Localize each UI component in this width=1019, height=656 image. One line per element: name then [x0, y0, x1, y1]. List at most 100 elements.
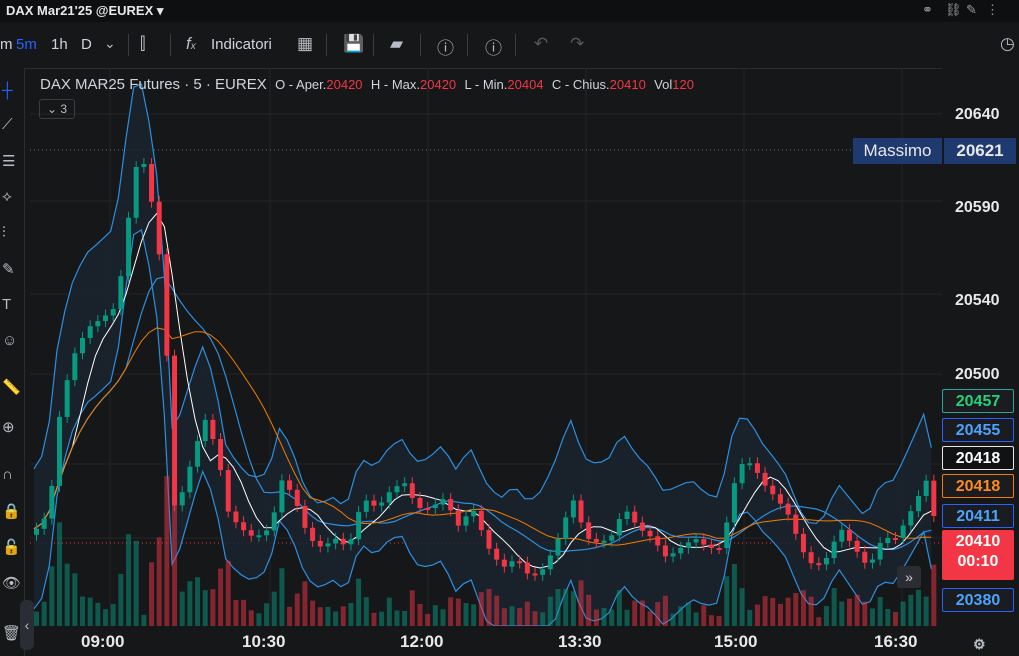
cursor-icon[interactable]: ┼ — [2, 82, 13, 99]
volume-bar — [869, 608, 875, 626]
layouts-icon[interactable]: ▦ — [297, 34, 314, 53]
indicators-button[interactable]: Indicatori — [211, 36, 272, 53]
text-icon[interactable]: T — [2, 296, 12, 313]
save-icon[interactable]: 💾 — [343, 34, 365, 53]
volume-bar — [471, 604, 477, 626]
volume-bar — [110, 604, 116, 626]
time-tick: 15:00 — [714, 632, 758, 651]
volume-bar — [662, 595, 668, 626]
candle — [264, 530, 270, 536]
lock-icon[interactable]: 🔒 — [2, 503, 21, 520]
volume-bar — [187, 581, 193, 626]
volume-bar — [655, 602, 661, 626]
lock-drawings-icon[interactable]: 🔓 — [2, 539, 21, 556]
legend-collapse-button[interactable]: ⌄ 3 — [39, 99, 75, 119]
volume-bar — [80, 596, 86, 626]
pin-icon[interactable]: ✎ — [966, 2, 977, 17]
interval-d[interactable]: D — [81, 36, 92, 53]
volume-bar — [202, 590, 208, 626]
volume-bar — [141, 614, 147, 626]
volume-bar — [57, 522, 63, 626]
time-axis[interactable] — [30, 626, 942, 656]
volume-bar — [892, 612, 898, 626]
undo-icon[interactable]: ↶ — [534, 34, 549, 53]
trash-icon[interactable]: 🗑 — [2, 625, 22, 642]
volume-bar — [440, 609, 446, 626]
candle — [785, 503, 791, 515]
volume-bar — [578, 580, 584, 626]
fib-icon[interactable]: ☰ — [2, 153, 16, 170]
symbol-label[interactable]: DAX MAR25 Futures · 5 · EUREX — [40, 76, 267, 93]
channel-icon[interactable]: ⫶ — [2, 224, 6, 241]
volume-bar — [900, 601, 906, 626]
candle — [678, 547, 684, 554]
volume-bar — [524, 601, 530, 626]
candle — [586, 522, 592, 539]
trendline-icon[interactable]: ⟋ — [2, 116, 13, 133]
folder-icon[interactable]: ▰ — [390, 34, 404, 53]
magnet-icon[interactable]: ∩ — [2, 466, 13, 483]
volume-bar — [839, 601, 845, 626]
price-line-label: 20457 — [942, 389, 1014, 413]
volume-bar — [455, 598, 461, 626]
snapshot-icon[interactable]: ◷ — [1000, 34, 1015, 53]
volume-bar — [41, 601, 47, 626]
settings-icon[interactable]: ⚙ — [973, 636, 986, 652]
candle — [862, 551, 868, 563]
window-title[interactable]: DAX Mar21'25 @EUREX ▾ — [6, 3, 164, 18]
bar-countdown: 00:10 — [957, 553, 999, 570]
volume-bar — [348, 602, 354, 626]
brush-icon[interactable]: ✎ — [2, 261, 15, 278]
volume-bar — [517, 608, 523, 626]
help-icon[interactable]: ⓘ — [437, 39, 454, 58]
volume-bar — [593, 609, 599, 626]
volume-bar — [248, 610, 254, 626]
volume-bar — [931, 564, 937, 626]
candle — [340, 538, 346, 545]
high-marker-label: Massimo — [853, 138, 942, 164]
candle — [425, 508, 431, 510]
candle — [662, 545, 668, 557]
redo-icon[interactable]: ↷ — [570, 34, 585, 53]
volume-bar — [501, 608, 507, 626]
volume-bar — [103, 609, 109, 626]
volume-bar — [609, 609, 615, 626]
link-icon[interactable]: ⚭ — [922, 2, 933, 17]
visibility-icon[interactable]: 👁 — [2, 575, 22, 592]
volume-bar — [164, 476, 170, 626]
candle — [87, 326, 93, 338]
fx-icon[interactable]: fx — [186, 34, 196, 53]
candle — [854, 540, 860, 552]
candle — [524, 562, 530, 574]
candle — [478, 510, 484, 531]
volume-bar — [233, 600, 239, 626]
info-icon[interactable]: ⓘ — [485, 39, 502, 58]
open-label: O - Aper. — [275, 77, 327, 92]
candles-icon[interactable]: ⫿ — [140, 34, 146, 53]
hide-toolbar-button[interactable]: ‹ — [20, 600, 34, 650]
interval-5m[interactable]: 5m — [16, 36, 37, 53]
candle — [823, 558, 829, 565]
candle — [609, 535, 615, 541]
volume-bar — [639, 600, 645, 626]
ruler-icon[interactable]: 📏 — [2, 379, 21, 396]
candle — [95, 321, 101, 327]
interval-m[interactable]: m — [0, 36, 13, 53]
volume-bar — [417, 604, 423, 626]
time-tick: 09:00 — [81, 632, 125, 651]
chain-icon[interactable]: ⛓ — [945, 2, 962, 17]
toolbar-divider — [420, 34, 421, 56]
volume-bar — [49, 566, 55, 626]
volume-bar — [126, 534, 132, 626]
candle — [570, 500, 576, 518]
interval-1h[interactable]: 1h — [51, 36, 68, 53]
chevron-down-icon[interactable]: ⌄ — [104, 35, 116, 51]
price-chart[interactable] — [30, 68, 942, 626]
bollinger-band-fill — [34, 84, 932, 626]
volume-bar — [356, 578, 362, 626]
zoom-icon[interactable]: ⊕ — [2, 419, 15, 436]
scroll-to-realtime-button[interactable]: » — [897, 566, 921, 588]
emoji-icon[interactable]: ☺ — [2, 332, 18, 349]
pattern-icon[interactable]: ⟡ — [2, 188, 12, 205]
more-icon[interactable]: ⋮ — [986, 2, 999, 17]
